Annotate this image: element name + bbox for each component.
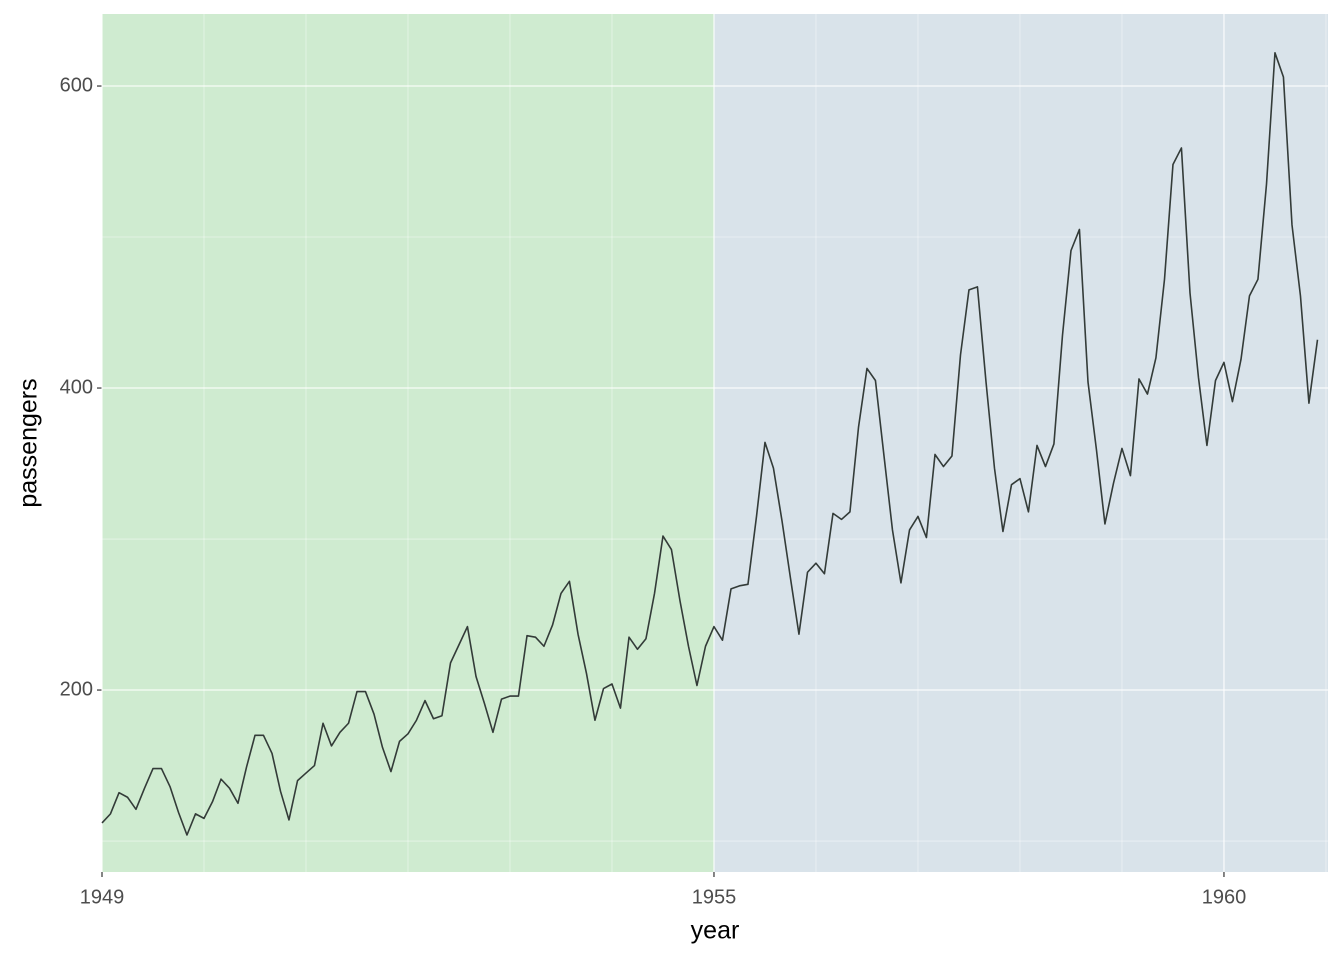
y-tick-label: 600 [60, 74, 93, 96]
x-tick-label: 1960 [1202, 886, 1247, 908]
y-tick-label: 400 [60, 376, 93, 398]
shaded-region [713, 14, 1328, 872]
x-axis-title: year [691, 917, 740, 945]
series-line [101, 52, 1319, 836]
y-tick-label: 200 [60, 678, 93, 700]
x-tick-label: 1955 [692, 886, 737, 908]
y-axis-title: passengers [15, 378, 43, 507]
x-tick-label: 1949 [80, 886, 125, 908]
